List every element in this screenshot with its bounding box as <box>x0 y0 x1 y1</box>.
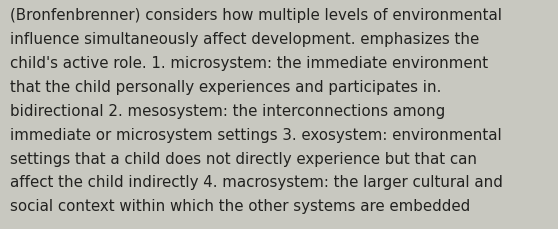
Text: influence simultaneously affect development. emphasizes the: influence simultaneously affect developm… <box>10 32 479 47</box>
Text: immediate or microsystem settings 3. exosystem: environmental: immediate or microsystem settings 3. exo… <box>10 127 502 142</box>
Text: social context within which the other systems are embedded: social context within which the other sy… <box>10 199 470 213</box>
Text: child's active role. 1. microsystem: the immediate environment: child's active role. 1. microsystem: the… <box>10 56 488 71</box>
Text: (Bronfenbrenner) considers how multiple levels of environmental: (Bronfenbrenner) considers how multiple … <box>10 8 502 23</box>
Text: that the child personally experiences and participates in.: that the child personally experiences an… <box>10 79 441 94</box>
Text: settings that a child does not directly experience but that can: settings that a child does not directly … <box>10 151 477 166</box>
Text: affect the child indirectly 4. macrosystem: the larger cultural and: affect the child indirectly 4. macrosyst… <box>10 175 503 190</box>
Text: bidirectional 2. mesosystem: the interconnections among: bidirectional 2. mesosystem: the interco… <box>10 103 445 118</box>
